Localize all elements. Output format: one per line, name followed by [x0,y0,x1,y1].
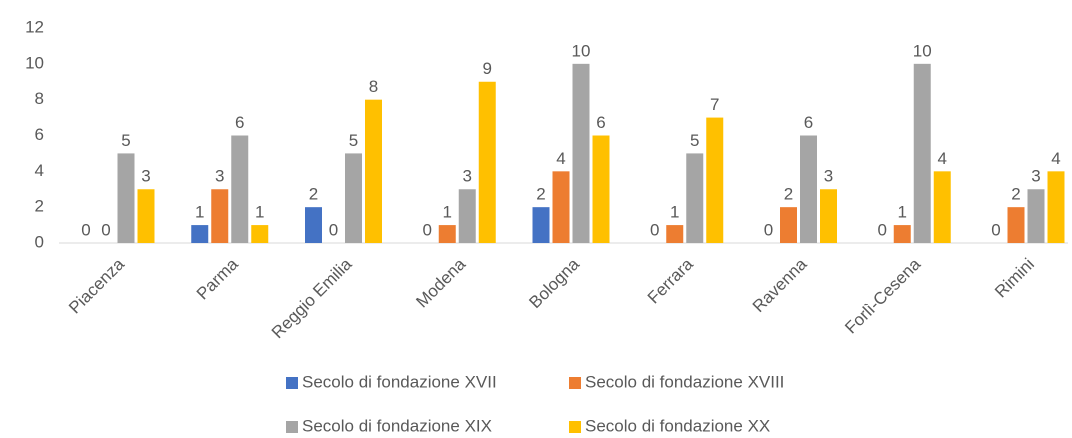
data-label: 3 [463,167,472,186]
data-label: 6 [596,113,605,132]
bar [345,153,362,243]
bar [365,99,382,244]
legend-swatch [569,377,581,389]
data-label: 2 [1011,185,1020,204]
data-label: 1 [195,203,204,222]
y-tick-label: 10 [25,53,44,72]
bar [117,153,135,243]
bar [592,135,610,243]
bar [1047,171,1065,243]
x-tick-label: Parma [193,254,242,303]
data-label: 2 [784,185,793,204]
data-label: 6 [235,113,244,132]
data-label: 5 [349,131,358,150]
bar [532,207,550,243]
bar [231,135,249,243]
data-label: 10 [572,41,591,60]
bar [305,207,322,243]
bar [686,153,704,243]
x-tick-label: Reggio Emilia [268,254,356,342]
data-label: 0 [991,220,1000,239]
data-label: 9 [483,59,492,78]
x-tick-label: Ferrara [644,254,697,307]
data-label: 3 [824,167,833,186]
bar [552,171,570,243]
bar [933,171,951,243]
legend-label: Secolo di fondazione XVII [302,372,497,391]
bar [666,225,684,243]
bar [913,63,931,244]
y-tick-label: 8 [35,89,44,108]
data-label: 1 [443,203,452,222]
bar [780,207,797,243]
data-label: 0 [101,220,110,239]
data-label: 0 [878,220,887,239]
data-label: 1 [255,203,264,222]
data-label: 4 [938,149,947,168]
legend-label: Secolo di fondazione XX [585,416,770,435]
data-label: 0 [329,220,338,239]
x-tick-label: Piacenza [65,254,128,317]
bar [458,189,476,243]
data-label: 1 [898,203,907,222]
y-tick-label: 6 [35,125,44,144]
bar [893,225,911,243]
legend-swatch [286,377,298,389]
data-label: 6 [804,113,813,132]
bar [478,81,496,243]
data-label: 5 [121,131,130,150]
y-tick-label: 4 [35,161,44,180]
x-tick-label: Rimini [991,255,1038,302]
legend-swatch [286,421,298,433]
data-label: 7 [710,95,719,114]
data-label: 0 [764,220,773,239]
legend-label: Secolo di fondazione XVIII [585,372,784,391]
bar [191,225,209,243]
legend-label: Secolo di fondazione XIX [302,416,492,435]
data-label: 2 [309,185,318,204]
y-tick-label: 12 [25,17,44,36]
data-label: 0 [650,220,659,239]
x-tick-label: Forlì-Cesena [841,254,924,337]
x-tick-label: Modena [412,254,469,311]
data-label: 4 [556,149,565,168]
data-label: 3 [141,167,150,186]
bar [706,117,724,243]
data-label: 8 [369,77,378,96]
data-label: 1 [670,203,679,222]
bar [572,63,590,244]
data-label: 4 [1051,149,1060,168]
bar [211,189,229,243]
data-label: 0 [81,220,90,239]
bar [800,135,817,243]
bar [137,189,155,243]
y-tick-label: 0 [35,232,44,251]
bar [251,225,269,243]
data-label: 5 [690,131,699,150]
legend-swatch [569,421,581,433]
bar [1007,207,1025,243]
data-label: 10 [913,41,932,60]
data-label: 3 [215,167,224,186]
x-tick-label: Bologna [525,254,583,312]
data-label: 3 [1031,167,1040,186]
y-tick-label: 2 [35,197,44,216]
bar [1027,189,1045,243]
bar [438,225,456,243]
bar [820,189,837,243]
data-label: 2 [536,185,545,204]
data-label: 0 [423,220,432,239]
x-tick-label: Ravenna [749,254,811,316]
